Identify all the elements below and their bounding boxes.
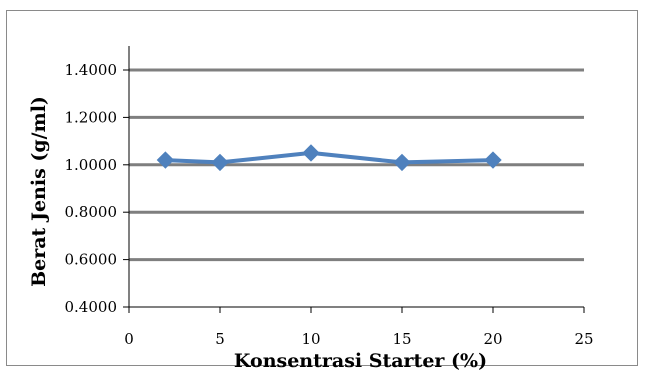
x-tick-label: 15 bbox=[392, 330, 411, 348]
data-point-marker bbox=[156, 151, 175, 169]
data-point-marker bbox=[211, 153, 229, 172]
y-tick-label: 0.8000 bbox=[65, 203, 118, 221]
series-layer bbox=[156, 144, 502, 172]
data-point-marker bbox=[484, 151, 502, 169]
x-axis-title: Konsentrasi Starter (%) bbox=[234, 350, 487, 372]
x-tick-label: 0 bbox=[124, 330, 134, 348]
y-tick-label: 0.4000 bbox=[65, 298, 118, 316]
x-tick-labels: 0 5 10 15 20 25 bbox=[124, 307, 594, 348]
y-tick-label: 0.6000 bbox=[65, 251, 118, 269]
gridlines bbox=[129, 68, 584, 262]
x-tick-label: 25 bbox=[574, 330, 593, 348]
axes bbox=[128, 46, 584, 308]
y-tick-label: 1.0000 bbox=[65, 156, 118, 174]
y-axis-title: Berat Jenis (g/ml) bbox=[28, 96, 50, 287]
y-tick-label: 1.4000 bbox=[65, 61, 118, 79]
y-tick-labels: 0.4000 0.6000 0.8000 1.0000 1.2000 1.4000 bbox=[65, 61, 129, 316]
x-tick-label: 5 bbox=[215, 330, 225, 348]
x-tick-label: 10 bbox=[301, 330, 320, 348]
x-tick-label: 20 bbox=[483, 330, 502, 348]
data-point-marker bbox=[302, 144, 320, 162]
y-tick-label: 1.2000 bbox=[65, 108, 118, 126]
data-point-marker bbox=[393, 153, 411, 172]
